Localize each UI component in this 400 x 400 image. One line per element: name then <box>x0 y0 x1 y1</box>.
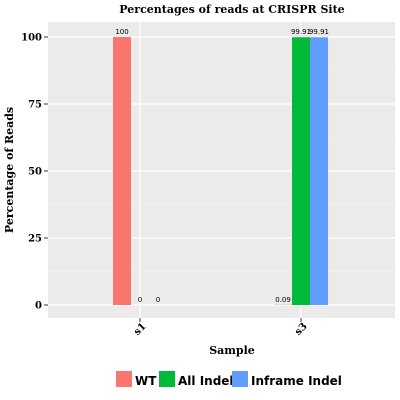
y-tick-label: 50 <box>28 167 42 178</box>
bars <box>113 37 328 305</box>
legend-label: WT <box>135 374 157 388</box>
x-tick-label: s1 <box>132 321 149 338</box>
legend-key-all-indel <box>159 371 175 387</box>
plot-panel <box>48 22 395 318</box>
y-axis: 0 25 50 75 100 <box>21 33 48 312</box>
y-tick-label: 100 <box>21 33 42 44</box>
legend-label: Inframe Indel <box>251 374 342 388</box>
chart-title: Percentages of reads at CRISPR Site <box>119 3 344 16</box>
data-label: 0 <box>156 296 160 304</box>
y-tick-label: 25 <box>28 234 42 245</box>
data-label: 0.09 <box>275 296 291 304</box>
legend-key-inframe-indel <box>232 371 248 387</box>
bar-wt-s1 <box>113 37 131 305</box>
x-tick-label: s3 <box>293 321 310 338</box>
y-axis-title: Percentage of Reads <box>3 107 16 233</box>
legend-label: All Indel <box>178 374 234 388</box>
bar-all-indel-s3 <box>292 37 310 305</box>
x-axis-title: Sample <box>209 344 255 357</box>
y-tick-label: 0 <box>35 301 42 312</box>
data-label: 99.91 <box>309 28 329 36</box>
data-label: 99.91 <box>291 28 311 36</box>
legend-key-wt <box>116 371 132 387</box>
data-label: 100 <box>115 28 128 36</box>
legend: WT All Indel Inframe Indel <box>116 371 342 388</box>
data-label: 0 <box>138 296 142 304</box>
y-tick-label: 75 <box>28 100 42 111</box>
x-axis: s1 s3 <box>132 318 310 338</box>
bar-inframe-indel-s3 <box>310 37 328 305</box>
